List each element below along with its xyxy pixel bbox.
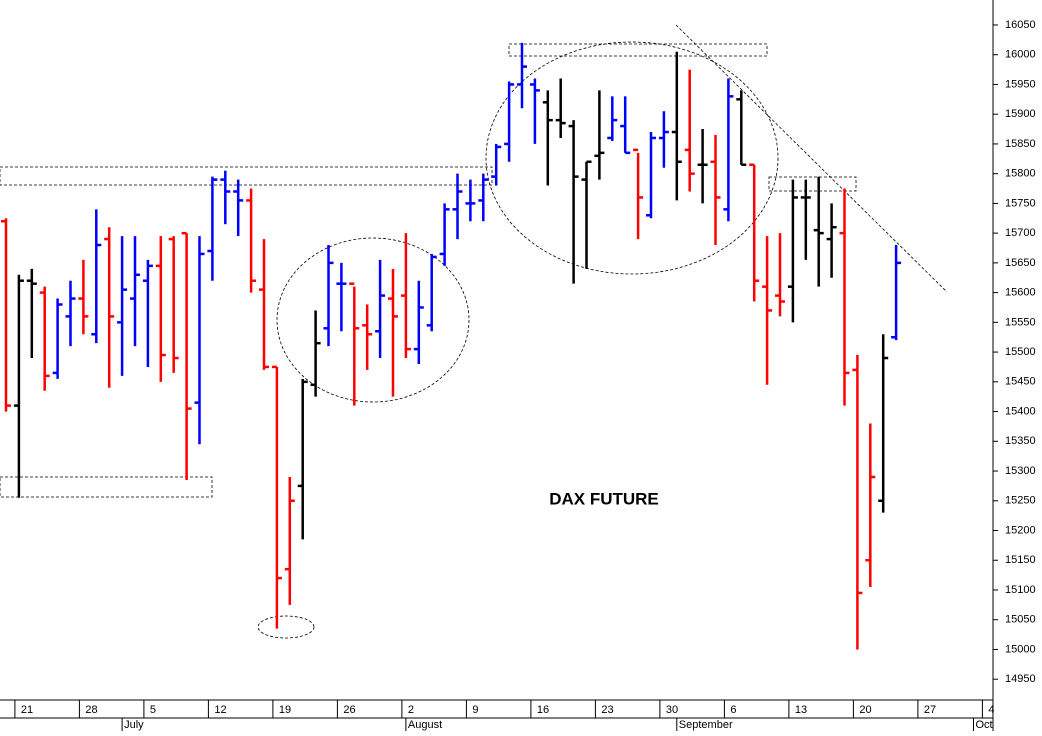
x-tick-label: 16 [537,704,549,716]
y-tick-label: 14950 [1005,673,1036,685]
y-tick-label: 15350 [1005,435,1036,447]
shoulder-band [768,176,857,192]
month-label: Oct [976,719,993,731]
y-tick-label: 15250 [1005,495,1036,507]
x-tick-label: 12 [214,704,226,716]
y-tick-label: 15850 [1005,138,1036,150]
x-tick-label: 4 [988,704,994,716]
x-tick-label: 9 [472,704,478,716]
y-tick-label: 15300 [1005,465,1036,477]
trend-line [675,24,948,293]
y-tick-label: 15150 [1005,554,1036,566]
y-tick-label: 15200 [1005,524,1036,536]
x-tick-label: 26 [343,704,355,716]
month-label: September [679,719,733,731]
y-tick-label: 15000 [1005,643,1036,655]
left-shoulder [276,237,470,403]
x-tick-label: 27 [924,704,936,716]
y-tick-label: 15450 [1005,376,1036,388]
y-tick-label: 15600 [1005,287,1036,299]
x-tick-label: 28 [85,704,97,716]
y-tick-label: 15100 [1005,584,1036,596]
y-tick-label: 15700 [1005,227,1036,239]
y-tick-label: 15900 [1005,108,1036,120]
x-tick-label: 20 [859,704,871,716]
y-tick-label: 15050 [1005,614,1036,626]
y-tick-label: 16050 [1005,19,1036,31]
y-tick-label: 15500 [1005,346,1036,358]
y-tick-label: 15800 [1005,168,1036,180]
y-tick-label: 15950 [1005,78,1036,90]
chart-title: DAX FUTURE [549,489,659,508]
x-tick-label: 19 [279,704,291,716]
x-tick-label: 5 [150,704,156,716]
low-marker [257,615,315,639]
y-tick-label: 15750 [1005,197,1036,209]
head [485,41,779,275]
x-tick-label: 21 [21,704,33,716]
y-tick-label: 15650 [1005,257,1036,269]
y-tick-label: 15550 [1005,316,1036,328]
x-tick-label: 2 [408,704,414,716]
y-tick-label: 15400 [1005,405,1036,417]
month-label: August [408,719,442,731]
month-label: July [124,719,144,731]
support-band [0,476,213,498]
x-tick-label: 30 [666,704,678,716]
x-tick-label: 13 [795,704,807,716]
x-tick-label: 6 [730,704,736,716]
y-tick-label: 16000 [1005,49,1036,61]
x-tick-label: 23 [601,704,613,716]
